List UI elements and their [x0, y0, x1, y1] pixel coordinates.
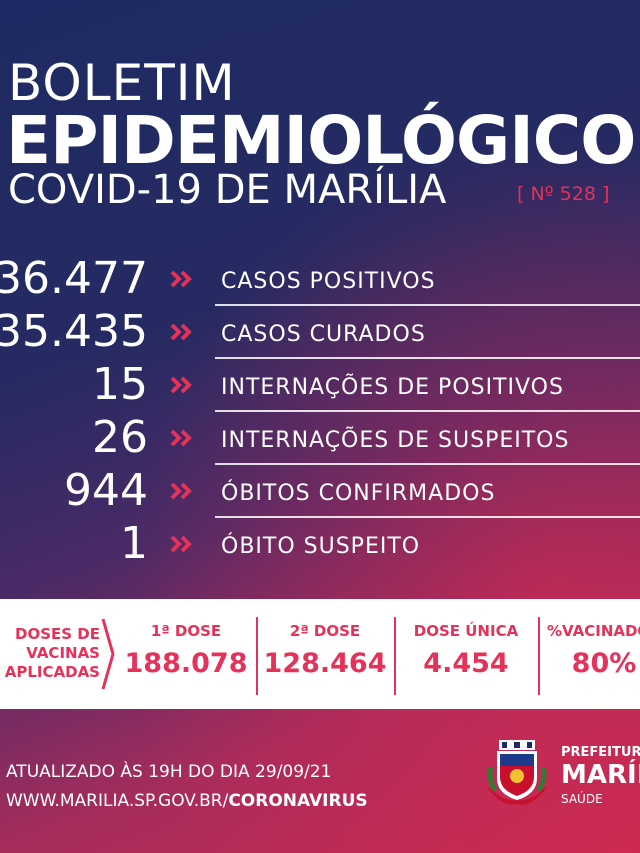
title-covid-marilia: COVID-19 DE MARÍLIA — [8, 167, 447, 213]
website-link[interactable]: WWW.MARILIA.SP.GOV.BR/CORONAVIRUS — [6, 791, 368, 811]
city-coat-of-arms-logo — [486, 740, 548, 805]
website-url-prefix: WWW.MARILIA.SP.GOV.BR/ — [6, 791, 229, 811]
vaccination-panel: DOSES DE VACINAS APLICADAS 1ª DOSE 188.0… — [0, 599, 640, 709]
percent-vaccinated-label: %VACINADOS — [547, 622, 640, 640]
vaccination-percent: %VACINADOS 80% — [544, 621, 640, 683]
stat-value: 26 — [92, 412, 148, 463]
stat-row-suspected-death: 1 ÓBITO SUSPEITO — [0, 517, 640, 571]
double-chevron-right-icon — [170, 535, 192, 553]
stat-row-cured-cases: 35.435 CASOS CURADOS — [0, 305, 640, 359]
prefeitura-department: SAÚDE — [561, 792, 603, 806]
stat-value: 944 — [64, 465, 148, 516]
double-chevron-right-icon — [170, 376, 192, 394]
stat-divider — [215, 516, 640, 518]
stat-value: 1 — [120, 518, 148, 569]
website-url-bold: CORONAVIRUS — [228, 791, 368, 811]
stat-label: CASOS CURADOS — [221, 322, 426, 347]
vaccination-divider — [538, 617, 540, 695]
vaccination-second-dose: 2ª DOSE 128.464 — [258, 621, 392, 683]
vaccination-single-dose: DOSE ÚNICA 4.454 — [398, 621, 534, 683]
vaccination-first-dose: 1ª DOSE 188.078 — [118, 621, 254, 683]
stat-divider — [215, 304, 640, 306]
stat-label: ÓBITO SUSPEITO — [221, 534, 421, 559]
stat-divider — [215, 410, 640, 412]
first-dose-value: 188.078 — [124, 648, 248, 679]
percent-vaccinated-value: 80% — [571, 648, 637, 679]
stat-divider — [215, 463, 640, 465]
chevron-bracket-icon — [101, 618, 115, 690]
title-epidemiologico: EPIDEMIOLÓGICO — [6, 102, 636, 179]
vaccination-title-line2: VACINAS — [26, 644, 100, 662]
updated-timestamp: ATUALIZADO ÀS 19H DO DIA 29/09/21 — [6, 762, 332, 782]
first-dose-label: 1ª DOSE — [150, 622, 222, 640]
stat-row-positive-hospitalizations: 15 INTERNAÇÕES DE POSITIVOS — [0, 358, 640, 412]
stat-value: 35.435 — [0, 306, 148, 357]
vaccination-title: DOSES DE VACINAS APLICADAS — [0, 625, 100, 682]
stat-label: INTERNAÇÕES DE SUSPEITOS — [221, 428, 570, 453]
stat-row-positive-cases: 36.477 CASOS POSITIVOS — [0, 252, 640, 306]
second-dose-label: 2ª DOSE — [289, 622, 361, 640]
title-boletim: BOLETIM — [8, 54, 236, 112]
double-chevron-right-icon — [170, 429, 192, 447]
single-dose-value: 4.454 — [423, 648, 509, 679]
stat-value: 36.477 — [0, 253, 148, 304]
double-chevron-right-icon — [170, 482, 192, 500]
double-chevron-right-icon — [170, 323, 192, 341]
stat-row-suspected-hospitalizations: 26 INTERNAÇÕES DE SUSPEITOS — [0, 411, 640, 465]
double-chevron-right-icon — [170, 270, 192, 288]
stat-label: ÓBITOS CONFIRMADOS — [221, 481, 496, 506]
stat-label: INTERNAÇÕES DE POSITIVOS — [221, 375, 564, 400]
edition-number: [ Nº 528 ] — [517, 183, 610, 205]
stat-row-confirmed-deaths: 944 ÓBITOS CONFIRMADOS — [0, 464, 640, 518]
vaccination-divider — [256, 617, 258, 695]
vaccination-title-line3: APLICADAS — [4, 663, 100, 681]
vaccination-divider — [394, 617, 396, 695]
stat-label: CASOS POSITIVOS — [221, 269, 436, 294]
second-dose-value: 128.464 — [263, 648, 387, 679]
stat-value: 15 — [92, 359, 148, 410]
prefeitura-label: PREFEITURA — [561, 745, 640, 760]
prefeitura-city: MARÍLIA — [561, 760, 640, 790]
vaccination-title-line1: DOSES DE — [15, 625, 100, 643]
stat-divider — [215, 357, 640, 359]
single-dose-label: DOSE ÚNICA — [413, 622, 519, 640]
